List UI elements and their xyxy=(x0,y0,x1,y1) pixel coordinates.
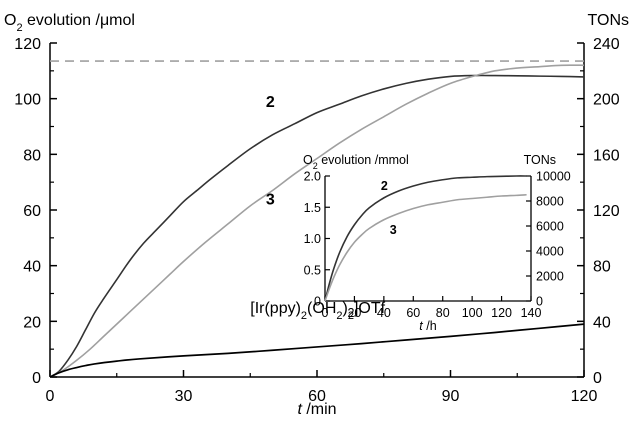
inset-series-label-0: 2 xyxy=(381,179,388,193)
main-x-tick-label: 120 xyxy=(571,388,598,405)
main-y2-tick-label: 120 xyxy=(593,203,620,220)
main-series-label-2-part: ]OTf xyxy=(354,300,386,317)
inset-x-tick-label: 140 xyxy=(521,306,542,320)
inset-y-axis-title-prefix: O xyxy=(303,153,313,167)
main-series-label-2-part: ) xyxy=(343,300,348,317)
main-series-label-2: [Ir(ppy)2(OH2)2]OTf xyxy=(250,300,385,322)
main-y-axis-title: O2 evolution /μmol xyxy=(4,12,135,34)
main-series-label-2-part: [Ir(ppy) xyxy=(250,300,301,317)
main-y-tick-label: 120 xyxy=(14,36,41,53)
main-y2-axis-title: TONs xyxy=(588,12,629,29)
inset-y2-tick-label: 10000 xyxy=(536,170,571,184)
inset-x-tick-label: 80 xyxy=(436,306,450,320)
inset-y-tick-label: 1.0 xyxy=(304,232,321,246)
main-series-label-0: 2 xyxy=(266,94,275,111)
inset-y2-tick-label: 6000 xyxy=(536,220,564,234)
main-y-axis-title-suffix: evolution /μmol xyxy=(23,12,135,29)
main-y2-tick-label: 240 xyxy=(593,36,620,53)
inset-x-tick-label: 40 xyxy=(377,306,391,320)
main-y-axis-title-sub: 2 xyxy=(16,22,22,34)
main-series-line-2 xyxy=(49,323,585,378)
inset-x-tick-label: 20 xyxy=(347,306,361,320)
inset-x-axis-title-var: t xyxy=(419,319,423,333)
main-series-label-2-part: 2 xyxy=(336,310,342,322)
main-x-tick-label: 30 xyxy=(175,388,193,405)
inset-y-tick-label: 0 xyxy=(314,295,321,309)
inset-y2-tick-label: 2000 xyxy=(536,270,564,284)
inset-series-line-1 xyxy=(324,193,527,302)
main-x-tick-label: 90 xyxy=(442,388,460,405)
inset-y-tick-label: 1.5 xyxy=(304,201,321,215)
inset-y2-tick-label: 4000 xyxy=(536,245,564,259)
inset-y2-tick-label: 0 xyxy=(536,295,543,309)
main-x-axis-title-var: t xyxy=(297,401,302,418)
inset-y-tick-label: 0.5 xyxy=(304,263,321,277)
inset-x-tick-label: 60 xyxy=(406,306,420,320)
main-y-tick-label: 0 xyxy=(32,370,41,387)
main-series-label-1: 3 xyxy=(266,191,275,208)
inset-x-axis-title-unit: /h xyxy=(423,319,437,333)
main-y-tick-label: 60 xyxy=(23,203,41,220)
inset-series-line-0 xyxy=(324,175,527,302)
main-x-axis-title: t /min xyxy=(297,401,336,418)
main-series-label-2-part: (OH xyxy=(307,300,336,317)
main-plot: 0 30 60 90 120020406080100120040801201602002… xyxy=(4,12,629,418)
main-series-line-0 xyxy=(49,74,585,378)
inset-y-axis-title-suffix: evolution /mmol xyxy=(318,153,409,167)
main-y2-tick-label: 40 xyxy=(593,314,611,331)
main-y2-tick-label: 160 xyxy=(593,147,620,164)
main-y-tick-label: 80 xyxy=(23,147,41,164)
main-y2-tick-label: 0 xyxy=(593,370,602,387)
inset-x-tick-label: 120 xyxy=(491,306,512,320)
main-series-line-1 xyxy=(49,64,585,378)
main-x-tick-label: 0 xyxy=(46,388,55,405)
main-series-label-2-part: 2 xyxy=(301,310,307,322)
main-y2-tick-label: 200 xyxy=(593,92,620,109)
main-y-tick-label: 100 xyxy=(14,92,41,109)
main-series-label-2-part: 2 xyxy=(348,310,354,322)
main-y-tick-label: 20 xyxy=(23,314,41,331)
inset-plot: 0 20 40 60 80 100 120 14000.51.01.52.0020004000… xyxy=(303,153,571,333)
inset-y-axis-title: O2 evolution /mmol xyxy=(303,153,409,171)
inset-y2-tick-label: 8000 xyxy=(536,195,564,209)
inset-y-axis-title-sub: 2 xyxy=(313,161,318,171)
main-y2-tick-label: 80 xyxy=(593,259,611,276)
inset-y-tick-label: 2.0 xyxy=(304,170,321,184)
inset-x-tick-label: 100 xyxy=(462,306,483,320)
main-x-tick-label: 60 xyxy=(308,388,326,405)
inset-y2-axis-title: TONs xyxy=(524,153,556,167)
inset-x-tick-label: 0 xyxy=(322,306,329,320)
main-y-axis-title-prefix: O xyxy=(4,12,16,29)
inset-series-label-1: 3 xyxy=(390,223,397,237)
main-y-tick-label: 40 xyxy=(23,259,41,276)
main-x-axis-title-unit: /min xyxy=(302,401,337,418)
inset-x-axis-title: t /h xyxy=(419,319,436,333)
